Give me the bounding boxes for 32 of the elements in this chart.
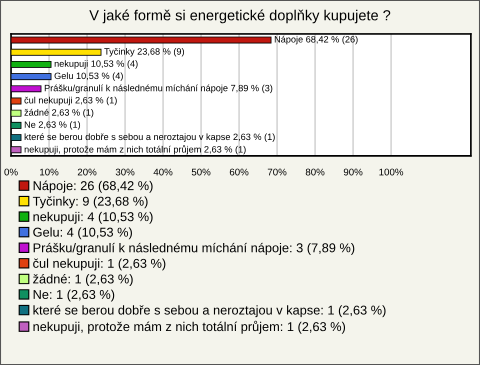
x-tick-label: 100%	[379, 168, 404, 176]
legend-label: Tyčinky: 9 (23,68 %)	[32, 196, 148, 208]
data-label: Prášku/granulí k následnému míchání nápoje 7,89 % (3)	[44, 84, 272, 94]
data-label: Gelu 10,53 % (4)	[54, 72, 123, 81]
legend-label: Prášku/granulí k následnému míchání nápoje: 3 (7,89 %)	[34, 242, 354, 255]
x-tick-label: 20%	[78, 168, 96, 176]
legend-label: které se berou dobře s sebou a neroztajou v kapse: 1 (2,63 %)	[33, 305, 386, 318]
x-tick-label: 60%	[230, 168, 248, 176]
data-label: nekupuji 10,53 % (4)	[54, 60, 138, 69]
x-tick-label: 30%	[116, 168, 134, 176]
x-tick-label: 80%	[306, 168, 324, 176]
data-label: které se berou dobře s sebou a neroztajou v kapse 2,63 % (1)	[24, 133, 275, 142]
data-label: Nápoje 68,42 % (26)	[274, 36, 358, 44]
legend-label: Ne: 1 (2,63 %)	[34, 290, 114, 302]
data-label: nekupuji, protože mám z nich totální průjem 2,63 % (1)	[24, 145, 246, 154]
data-label: žádné 2,63 % (1)	[24, 108, 94, 118]
x-tick-label: 40%	[154, 168, 172, 176]
x-tick-label: 10%	[40, 168, 58, 176]
data-label: Ne 2,63 % (1)	[24, 121, 80, 130]
legend-label: čul nekupuji: 1 (2,63 %)	[33, 258, 166, 270]
data-label: Tyčinky 23,68 % (9)	[104, 48, 184, 57]
chart-title: V jaké formě si energetické doplňky kupujete ?	[89, 10, 390, 24]
legend-label: nekupuji, protože mám z nich totální průjem: 1 (2,63 %)	[33, 320, 346, 334]
x-tick-label: 90%	[344, 168, 362, 176]
x-tick-label: 50%	[192, 168, 210, 176]
data-label: čul nekupuji 2,63 % (1)	[24, 96, 117, 106]
legend-label: Gelu: 4 (10,53 %)	[33, 227, 132, 240]
x-tick-label: 0%	[4, 168, 18, 176]
legend-label: žádné: 1 (2,63 %)	[33, 274, 133, 286]
legend-label: Nápoje: 26 (68,42 %)	[34, 180, 153, 193]
x-tick-label: 70%	[268, 168, 286, 176]
legend-label: nekupuji: 4 (10,53 %)	[33, 212, 153, 224]
